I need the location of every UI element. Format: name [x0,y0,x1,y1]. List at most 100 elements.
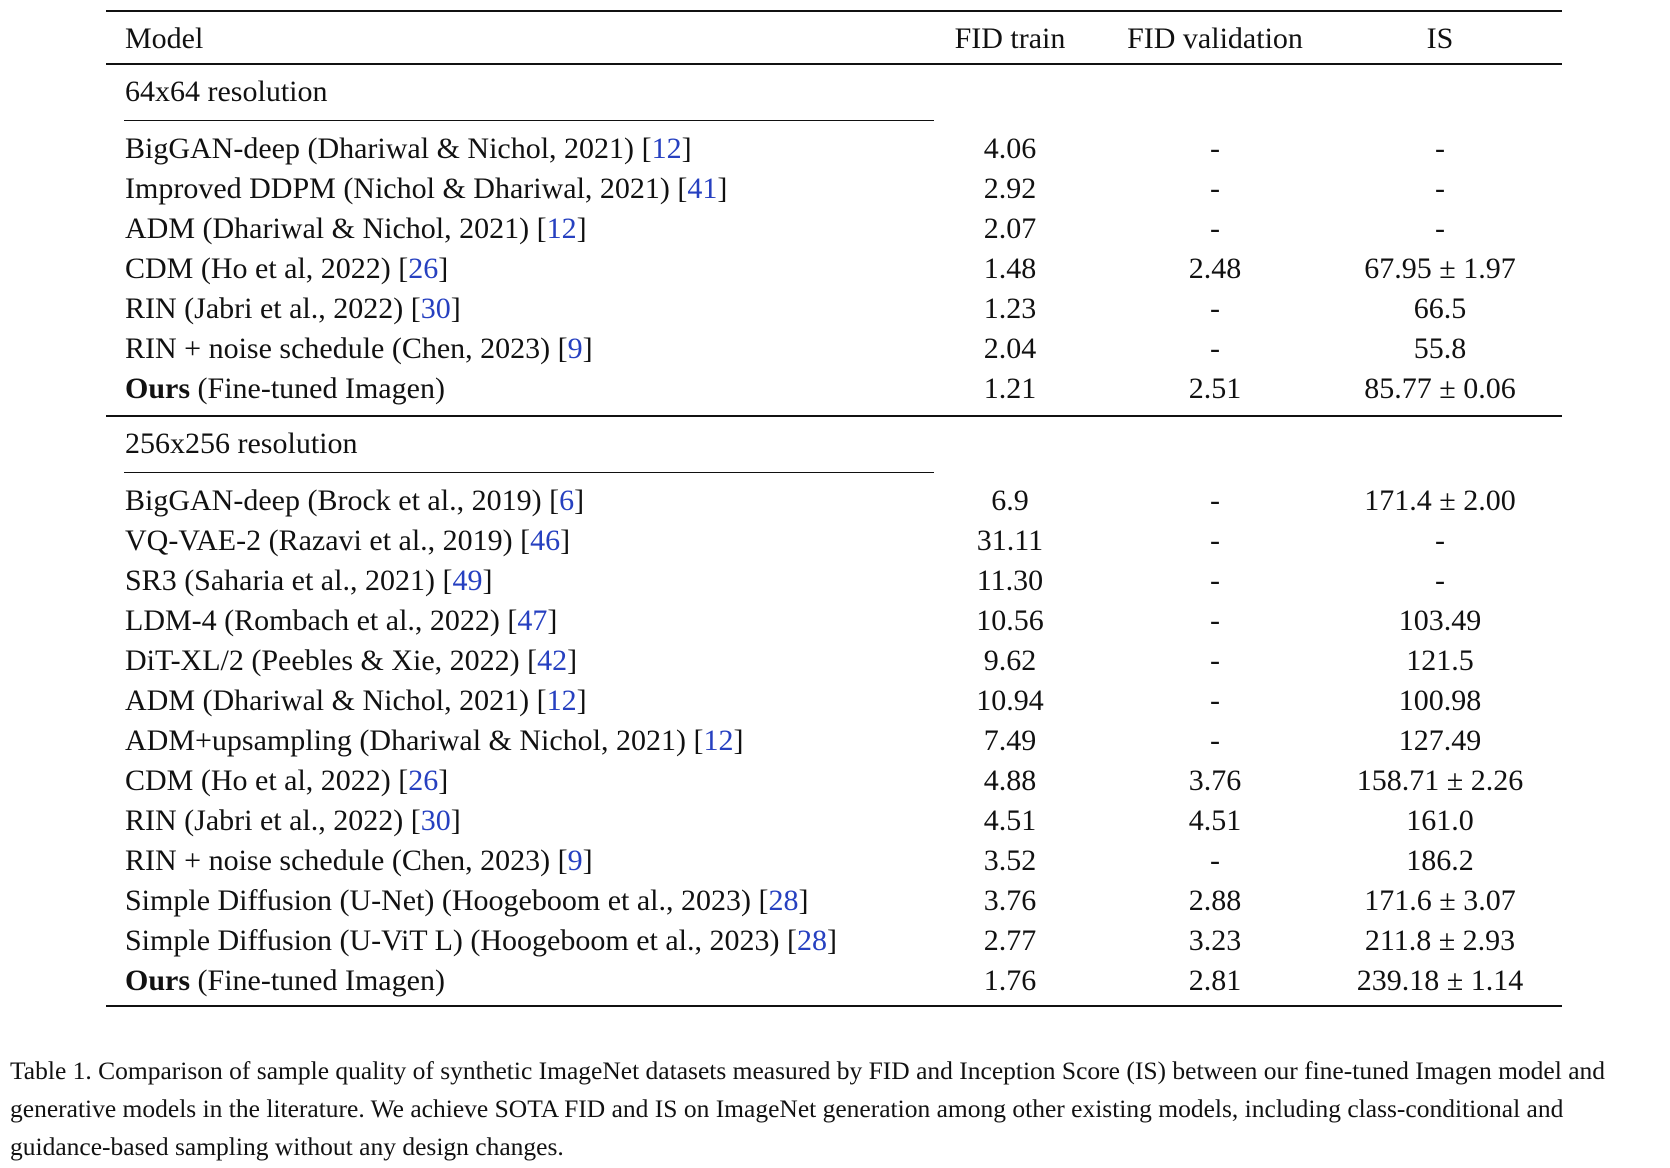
citation-link[interactable]: 41 [687,172,718,205]
citation-link[interactable]: 28 [797,924,827,957]
citation-link[interactable]: 12 [546,684,577,717]
fid-validation-cell: - [1210,292,1220,325]
fid-validation-cell: - [1210,844,1220,877]
model-cell: DiT-XL/2 (Peebles & Xie, 2022) [42] [125,644,578,677]
citation-link[interactable]: 12 [703,724,734,757]
is-cell: 239.18 ± 1.14 [1356,964,1524,997]
is-cell: - [1435,172,1445,205]
table-row: LDM-4 (Rombach et al., 2022) [47] 10.56 - 1… [0,601,1670,641]
table-top-rule [106,10,1562,13]
fid-validation-cell: 2.81 [1188,964,1242,997]
fid-validation-cell: - [1210,484,1220,517]
citation-link[interactable]: 9 [567,332,583,365]
model-cell: ADM (Dhariwal & Nichol, 2021) [12] [125,684,587,717]
model-cell: Improved DDPM (Nichol & Dhariwal, 2021) … [125,172,728,205]
fid-train-cell: 7.49 [983,724,1037,757]
model-name: BigGAN-deep (Brock et al., 2019) [125,484,542,517]
citation-link[interactable]: 12 [651,132,682,165]
model-name: RIN + noise schedule (Chen, 2023) [125,844,551,877]
model-cell: LDM-4 (Rombach et al., 2022) [47] [125,604,558,637]
model-cell: RIN + noise schedule (Chen, 2023) [9] [125,844,593,877]
is-cell: - [1435,212,1445,245]
table-row: Improved DDPM (Nichol & Dhariwal, 2021) … [0,169,1670,209]
model-name: Simple Diffusion (U-ViT L) (Hoogeboom et… [125,924,780,957]
section-rule-256 [124,472,934,474]
fid-validation-cell: - [1210,132,1220,165]
table-caption: Table 1. Comparison of sample quality of… [10,1056,1606,1161]
model-cell: BigGAN-deep (Brock et al., 2019) [6] [125,484,585,517]
fid-train-cell: 4.06 [983,132,1037,165]
fid-validation-cell: - [1210,332,1220,365]
fid-train-cell: 6.9 [991,484,1029,517]
fid-validation-cell: - [1210,724,1220,757]
fid-train-cell: 3.52 [983,844,1037,877]
table-row: ADM (Dhariwal & Nichol, 2021) [12] 2.07 - - [0,209,1670,249]
is-cell: 161.0 [1406,804,1474,837]
table-bottom-rule [106,1005,1562,1008]
table-row: RIN (Jabri et al., 2022) [30] 4.51 4.51 161… [0,801,1670,841]
model-cell: CDM (Ho et al, 2022) [26] [125,764,449,797]
model-name: Improved DDPM (Nichol & Dhariwal, 2021) [125,172,670,205]
fid-train-cell: 1.21 [983,372,1037,405]
fid-validation-cell: - [1210,644,1220,677]
is-cell: - [1435,564,1445,597]
ours-label: Ours [125,372,191,405]
table-row: VQ-VAE-2 (Razavi et al., 2019) [46] 31.11… [0,521,1670,561]
is-cell: 103.49 [1398,604,1482,637]
citation-link[interactable]: 47 [517,604,548,637]
fid-train-cell: 3.76 [983,884,1037,917]
model-name: ADM+upsampling (Dhariwal & Nichol, 2021) [125,724,687,757]
header-is: IS [1426,22,1454,55]
model-name: (Fine-tuned Imagen) [190,372,445,405]
fid-train-cell: 2.04 [983,332,1037,365]
model-cell: Simple Diffusion (U-Net) (Hoogeboom et a… [125,884,809,917]
citation-link[interactable]: 26 [408,764,439,797]
header-model: Model [125,22,204,55]
table-header-row: Model FID train FID validation IS [0,19,1670,59]
citation-link[interactable]: 30 [420,804,451,837]
model-name: RIN + noise schedule (Chen, 2023) [125,332,551,365]
citation-link[interactable]: 42 [537,644,568,677]
ours-label: Ours [125,964,191,997]
citation-link[interactable]: 49 [452,564,483,597]
section-divider-rule [106,415,1562,417]
fid-validation-cell: - [1210,564,1220,597]
model-name: BigGAN-deep (Dhariwal & Nichol, 2021) [125,132,635,165]
is-cell: 55.8 [1413,332,1467,365]
table-row: CDM (Ho et al, 2022) [26] 1.48 2.48 67.95 ±… [0,249,1670,289]
model-cell: ADM (Dhariwal & Nichol, 2021) [12] [125,212,587,245]
is-cell: 121.5 [1406,644,1474,677]
fid-train-cell: 4.88 [983,764,1037,797]
fid-train-cell: 10.56 [976,604,1044,637]
model-cell: VQ-VAE-2 (Razavi et al., 2019) [46] [125,524,571,557]
model-name: RIN (Jabri et al., 2022) [125,804,404,837]
citation-link[interactable]: 30 [420,292,451,325]
citation-link[interactable]: 9 [567,844,583,877]
header-fid-validation: FID validation [1127,22,1303,55]
citation-link[interactable]: 46 [530,524,561,557]
fid-train-cell: 1.76 [983,964,1037,997]
fid-validation-cell: 2.48 [1188,252,1242,285]
model-name: (Fine-tuned Imagen) [190,964,445,997]
table-row: CDM (Ho et al, 2022) [26] 4.88 3.76 158.71 … [0,761,1670,801]
fid-train-cell: 2.92 [983,172,1037,205]
citation-link[interactable]: 6 [559,484,575,517]
citation-link[interactable]: 26 [408,252,439,285]
section-rule-64 [124,120,934,122]
table-row: Ours (Fine-tuned Imagen) 1.21 2.51 85.77 ± … [0,369,1670,409]
section-label-256: 256x256 resolution [125,427,358,460]
citation-link[interactable]: 28 [768,884,799,917]
is-cell: 85.77 ± 0.06 [1364,372,1516,405]
table-row: BigGAN-deep (Dhariwal & Nichol, 2021) [1… [0,129,1670,169]
model-cell: RIN (Jabri et al., 2022) [30] [125,804,461,837]
model-cell: ADM+upsampling (Dhariwal & Nichol, 2021)… [125,724,744,757]
is-cell: - [1435,524,1445,557]
table-row: RIN (Jabri et al., 2022) [30] 1.23 - 66.5 [0,289,1670,329]
model-name: RIN (Jabri et al., 2022) [125,292,404,325]
table-row: Simple Diffusion (U-Net) (Hoogeboom et a… [0,881,1670,921]
fid-train-cell: 1.23 [983,292,1037,325]
model-name: VQ-VAE-2 (Razavi et al., 2019) [125,524,513,557]
citation-link[interactable]: 12 [546,212,577,245]
is-cell: 67.95 ± 1.97 [1364,252,1516,285]
table-row: Simple Diffusion (U-ViT L) (Hoogeboom et… [0,921,1670,961]
